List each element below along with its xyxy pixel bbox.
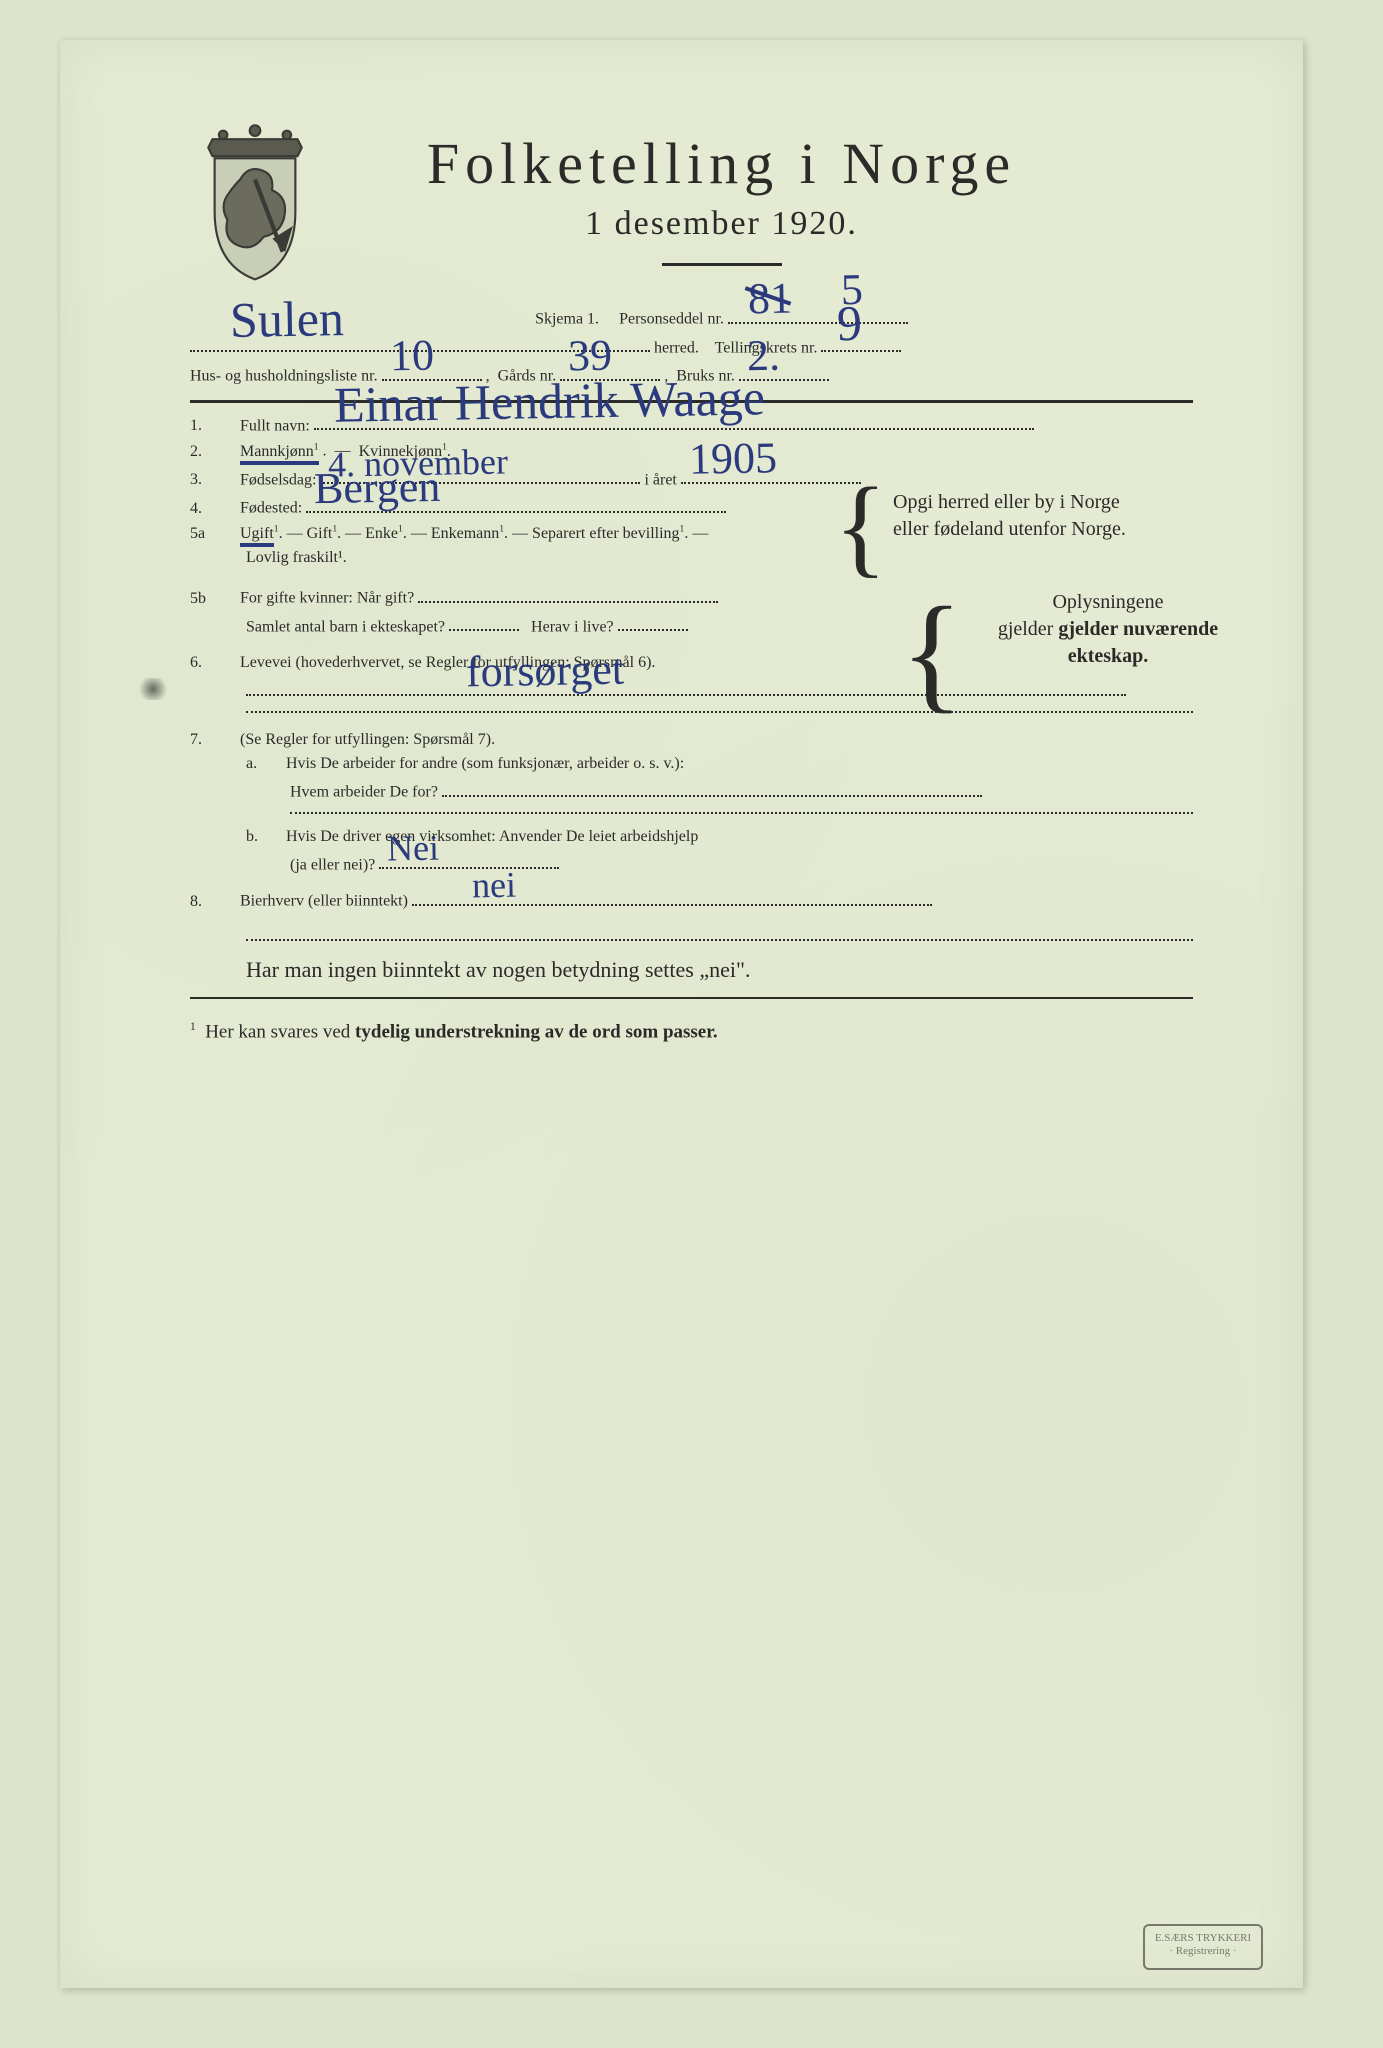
q8-label: Bierhverv (eller biinntekt) (240, 893, 408, 910)
q8-row: 8. Bierhverv (eller biinntekt) nei (190, 888, 1193, 911)
q7b-line2: (ja eller nei)? (290, 856, 375, 873)
q7-num: 7. (190, 731, 236, 749)
q4-num: 4. (190, 500, 236, 518)
q5b-row: 5b For gifte kvinner: Når gift? { Oplysn… (190, 585, 1193, 608)
q7b-value: Nei (387, 827, 440, 870)
q7a-line1: Hvis De arbeider for andre (som funksjon… (286, 755, 684, 772)
q7a-row: a. Hvis De arbeider for andre (som funks… (246, 755, 1193, 773)
q7-label: (Se Regler for utfyllingen: Spørsmål 7). (240, 731, 495, 748)
footer-rule (190, 997, 1193, 999)
q3-aret-label: i året (644, 471, 676, 488)
coat-of-arms-icon (190, 120, 320, 290)
q7-row: 7. (Se Regler for utfyllingen: Spørsmål … (190, 731, 1193, 749)
q3-label: Fødselsdag: (240, 471, 316, 488)
printer-stamp: E.SÆRS TRYKKERI · Registrering · (1143, 1924, 1263, 1970)
q6-row: 6. Levevei (hovederhvervet, se Regler fo… (190, 654, 1193, 672)
q5a-row: 5a Ugift1. — Gift1. — Enke1. — Enkemann1… (190, 524, 1193, 543)
q4-row: 4. Fødested: Bergen { Opgi herred eller … (190, 495, 1193, 518)
q5a-selected: Ugift (240, 525, 274, 547)
form-title: Folketelling i Norge (250, 130, 1193, 197)
q7a-num: a. (246, 755, 282, 773)
q5a-line2: Lovlig fraskilt¹. (246, 549, 1193, 567)
herred-label: herred. (654, 339, 699, 356)
q7a-line2-row: Hvem arbeider De for? (290, 779, 1193, 802)
form-header: Folketelling i Norge 1 desember 1920. (190, 130, 1193, 266)
footer-note2: 1 Her kan svares ved tydelig understrekn… (190, 1021, 1193, 1043)
personseddel-nr-field: 81 5 (728, 306, 908, 324)
q5b-num: 5b (190, 590, 236, 608)
q6-value-row: forsørget (246, 678, 1193, 701)
q4-value: Bergen (314, 461, 441, 514)
q6-rule (246, 711, 1193, 713)
q7b-line1: Hvis De driver egen virksomhet: Anvender… (286, 828, 698, 845)
skjema-row: Skjema 1. Personseddel nr. 81 5 (250, 306, 1193, 329)
q8-rule (246, 939, 1193, 941)
q1-num: 1. (190, 417, 236, 435)
herred-row: Sulen herred. Tellingskrets nr. 9 (190, 335, 1193, 358)
q1-label: Fullt navn: (240, 417, 310, 434)
q8-num: 8. (190, 893, 236, 911)
q5b-line2: Samlet antal barn i ekteskapet? Herav i … (246, 614, 1193, 637)
census-form-page: Folketelling i Norge 1 desember 1920. Sk… (60, 40, 1303, 1988)
q7a-rule (290, 812, 1193, 814)
q4-label: Fødested: (240, 500, 302, 517)
ink-spot-icon (136, 678, 170, 700)
tellingskrets-nr: 9 (837, 294, 863, 352)
q7a-line2: Hvem arbeider De for? (290, 784, 438, 801)
q2-mann: Mannkjønn1 (240, 443, 319, 465)
q3-num: 3. (190, 471, 236, 489)
q1-value: Einar Hendrik Waage (333, 369, 765, 435)
q7b-num: b. (246, 828, 282, 846)
q5a-num: 5a (190, 525, 236, 543)
herred-value: Sulen (230, 289, 345, 349)
skjema-label: Skjema 1. (535, 311, 599, 328)
q1-row: 1. Fullt navn: Einar Hendrik Waage (190, 413, 1193, 436)
footer-note1: Har man ingen biinntekt av nogen betydni… (246, 957, 1193, 983)
personseddel-label: Personseddel nr. (619, 311, 724, 328)
q6-value: forsørget (466, 644, 625, 698)
form-subtitle: 1 desember 1920. (250, 205, 1193, 243)
q3-year: 1905 (688, 433, 777, 486)
q8-value: nei (472, 863, 517, 906)
q6-num: 6. (190, 654, 236, 672)
q2-num: 2. (190, 443, 236, 461)
q7b-line2-row: (ja eller nei)? Nei (290, 852, 1193, 875)
q5b-label1: For gifte kvinner: Når gift? (240, 590, 414, 607)
